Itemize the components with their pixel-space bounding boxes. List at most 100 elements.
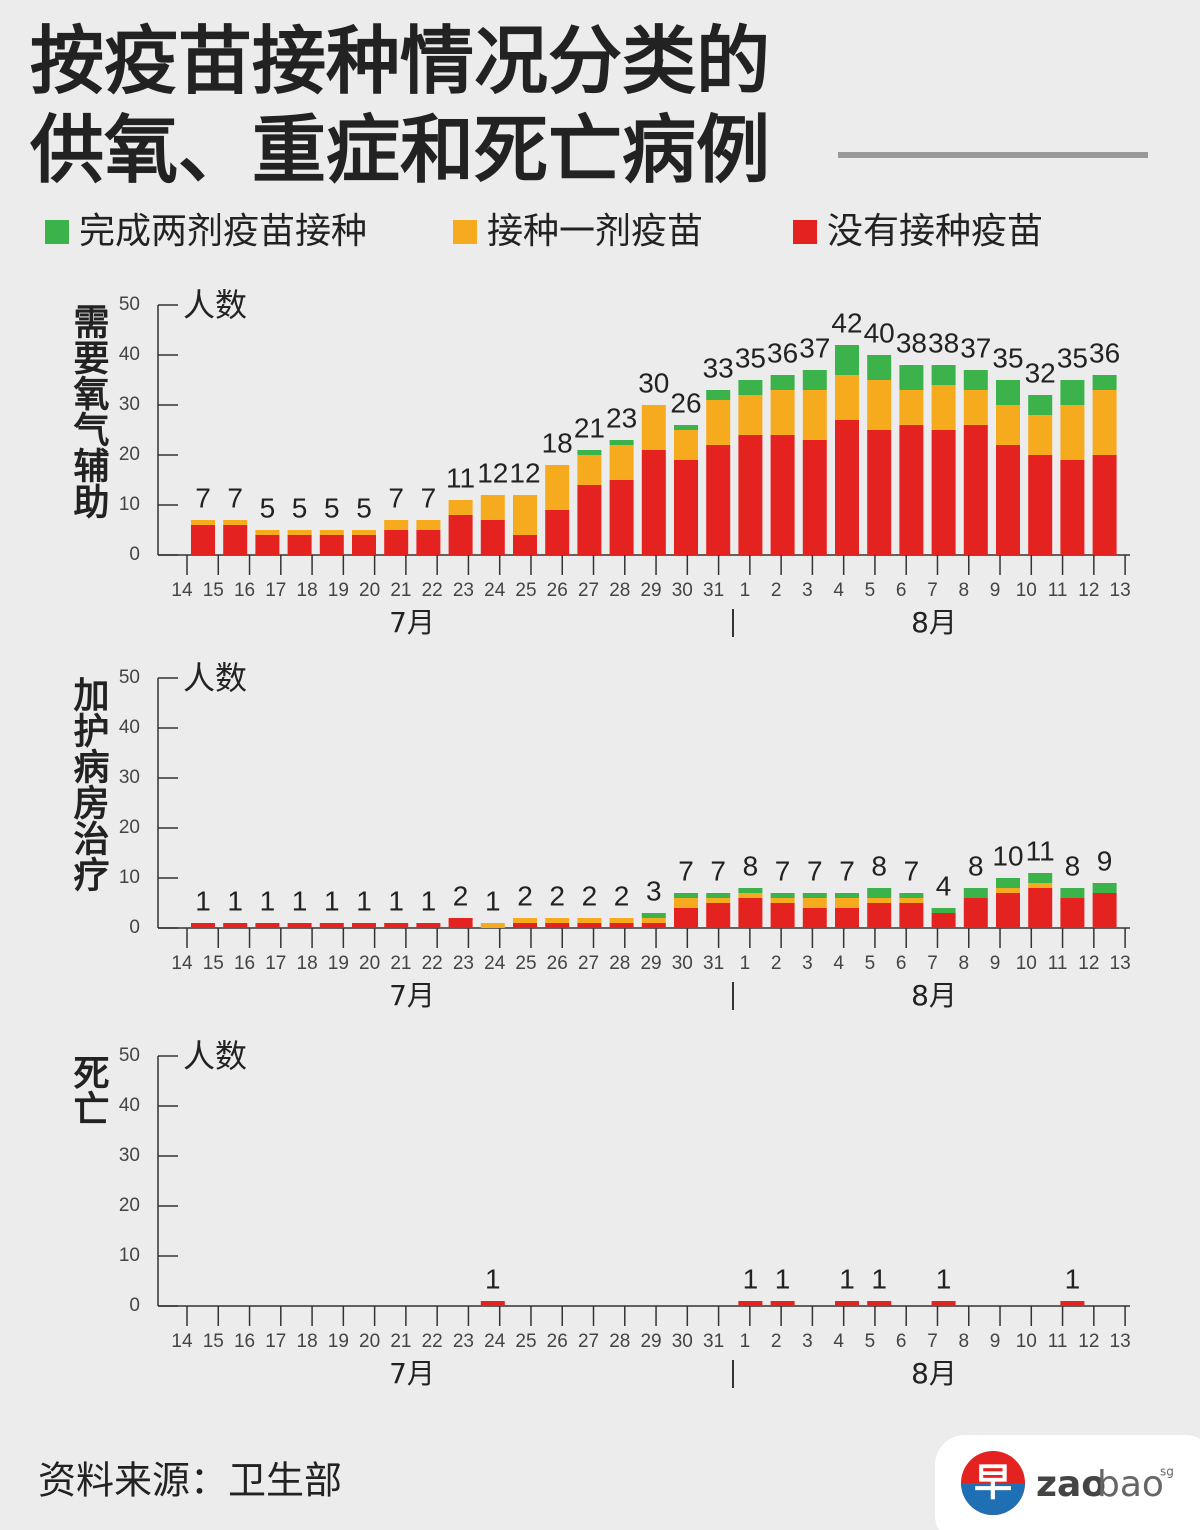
total-label: 1 xyxy=(936,1263,952,1294)
month-label: 8月 xyxy=(911,1357,957,1390)
bar-segment xyxy=(770,903,795,928)
total-label: 7 xyxy=(227,482,243,513)
bar-segment xyxy=(1060,888,1085,898)
y-tick-label: 30 xyxy=(119,767,140,788)
legend-label: 接种一剂疫苗 xyxy=(487,211,703,252)
total-label: 37 xyxy=(960,332,991,363)
bar-segment xyxy=(416,520,441,530)
bar-segment xyxy=(191,520,215,525)
bar-segment xyxy=(963,898,988,928)
bar-segment xyxy=(641,913,666,918)
bar-segment xyxy=(867,898,892,903)
bar-segment xyxy=(1092,375,1117,390)
bar-segment xyxy=(1060,460,1085,555)
legend-label: 没有接种疫苗 xyxy=(827,211,1043,252)
bar-segment xyxy=(545,918,570,923)
bar-segment xyxy=(770,390,795,435)
total-label: 1 xyxy=(775,1263,791,1294)
bar-segment xyxy=(738,435,763,555)
title-line: 按疫苗接种情况分类的 xyxy=(30,19,770,105)
x-tick-label: 31 xyxy=(703,953,724,974)
bar-segment xyxy=(899,390,924,425)
total-label: 30 xyxy=(638,367,669,398)
bar-segment xyxy=(287,923,312,928)
x-tick-label: 18 xyxy=(297,1331,318,1352)
bar-segment xyxy=(577,485,602,555)
x-tick-label: 11 xyxy=(1048,953,1068,974)
total-label: 5 xyxy=(260,492,276,523)
bar-segment xyxy=(706,400,731,445)
bar-segment xyxy=(931,430,956,555)
bar-segment xyxy=(255,535,280,555)
bar-segment xyxy=(1060,380,1085,405)
total-label: 7 xyxy=(710,855,726,886)
x-tick-label: 7 xyxy=(927,953,938,974)
total-label: 7 xyxy=(807,855,823,886)
bar-segment xyxy=(1060,1301,1085,1306)
x-tick-label: 23 xyxy=(453,1331,474,1352)
bar-segment xyxy=(931,365,956,385)
total-label: 38 xyxy=(928,327,959,358)
total-label: 1 xyxy=(356,885,372,916)
x-tick-label: 19 xyxy=(328,953,349,974)
month-label: 7月 xyxy=(389,606,435,639)
x-tick-label: 3 xyxy=(802,580,813,601)
bar-segment xyxy=(963,888,988,898)
x-tick-label: 30 xyxy=(672,580,693,601)
bar-segment xyxy=(802,390,827,440)
x-tick-label: 15 xyxy=(203,953,224,974)
total-label: 4 xyxy=(936,870,952,901)
x-tick-label: 9 xyxy=(990,580,1001,601)
month-label: 8月 xyxy=(911,606,957,639)
x-tick-label: 14 xyxy=(171,1331,193,1352)
bar-segment xyxy=(255,923,280,928)
bar-segment xyxy=(996,888,1020,893)
y-tick-label: 30 xyxy=(119,394,140,415)
bar-segment xyxy=(1028,395,1053,415)
bar-segment xyxy=(770,893,795,898)
bar-segment xyxy=(480,923,505,928)
total-label: 12 xyxy=(509,457,540,488)
x-tick-label: 28 xyxy=(609,1331,630,1352)
x-tick-label: 25 xyxy=(515,580,536,601)
bar-segment xyxy=(609,440,634,445)
x-tick-label: 24 xyxy=(484,953,506,974)
y-tick-label: 10 xyxy=(119,1245,140,1266)
bar-segment xyxy=(867,1301,892,1306)
bar-segment xyxy=(770,435,795,555)
x-tick-label: 23 xyxy=(453,580,474,601)
total-label: 1 xyxy=(485,885,501,916)
bar-segment xyxy=(738,898,763,928)
total-label: 5 xyxy=(324,492,340,523)
x-tick-label: 2 xyxy=(771,580,782,601)
total-label: 8 xyxy=(1065,850,1081,881)
x-tick-label: 3 xyxy=(802,953,813,974)
total-label: 7 xyxy=(904,855,920,886)
bar-segment xyxy=(352,535,376,555)
bar-segment xyxy=(545,923,570,928)
bar-segment xyxy=(738,893,763,898)
y-tick-label: 10 xyxy=(119,494,140,515)
bar-segment xyxy=(384,520,409,530)
bar-segment xyxy=(513,535,537,555)
y-tick-label: 50 xyxy=(119,667,140,688)
total-label: 18 xyxy=(542,427,573,458)
bar-segment xyxy=(1028,415,1053,455)
x-tick-label: 20 xyxy=(359,953,380,974)
bar-segment xyxy=(1092,883,1117,893)
y-tick-label: 20 xyxy=(119,1195,140,1216)
x-tick-label: 11 xyxy=(1048,580,1068,601)
x-tick-label: 1 xyxy=(740,1331,751,1352)
bar-segment xyxy=(899,425,924,555)
bar-segment xyxy=(835,375,859,420)
total-label: 23 xyxy=(606,402,637,433)
source: 资料来源：卫生部 xyxy=(38,1459,342,1503)
bar-segment xyxy=(802,370,827,390)
bar-segment xyxy=(448,918,473,928)
x-tick-label: 13 xyxy=(1110,580,1131,601)
bar-segment xyxy=(352,530,376,535)
x-tick-label: 24 xyxy=(484,1331,506,1352)
total-label: 8 xyxy=(871,850,887,881)
bar-segment xyxy=(1028,888,1053,928)
